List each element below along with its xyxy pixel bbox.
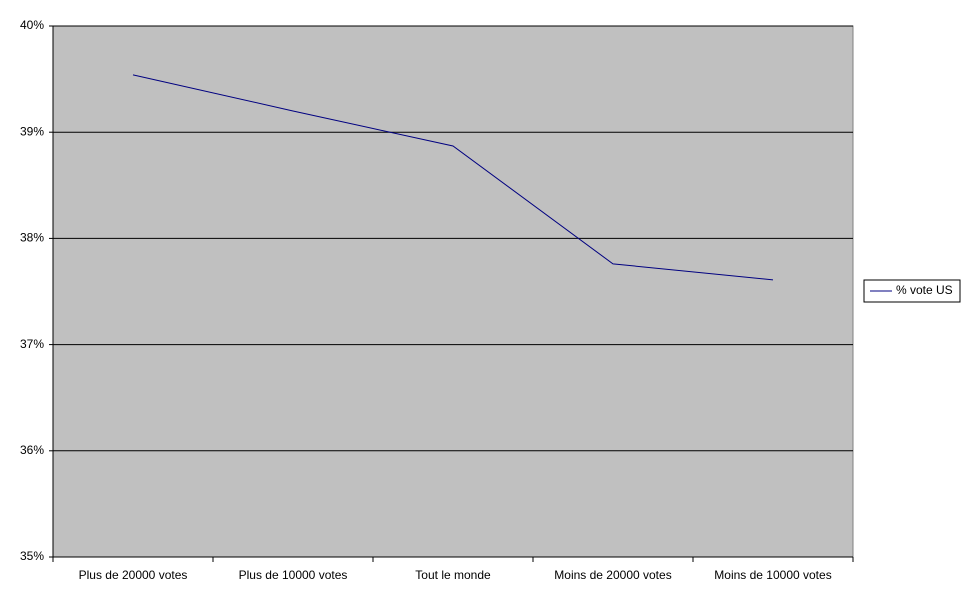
legend-label: % vote US: [896, 283, 953, 297]
x-tick-label: Plus de 20000 votes: [79, 568, 188, 582]
x-tick-label: Tout le monde: [415, 568, 491, 582]
y-tick-label: 39%: [20, 124, 44, 138]
plot-area: [52, 25, 854, 558]
x-tick-label: Plus de 10000 votes: [239, 568, 348, 582]
legend-box: [863, 279, 961, 303]
x-tick-label: Moins de 20000 votes: [554, 568, 671, 582]
y-tick-label: 40%: [20, 18, 44, 32]
series-line: [132, 74, 774, 281]
y-tick-label: 35%: [20, 549, 44, 563]
y-tick-label: 37%: [20, 337, 44, 351]
x-tick-label: Moins de 10000 votes: [714, 568, 831, 582]
y-tick-label: 36%: [20, 443, 44, 457]
y-tick-label: 38%: [20, 231, 44, 245]
